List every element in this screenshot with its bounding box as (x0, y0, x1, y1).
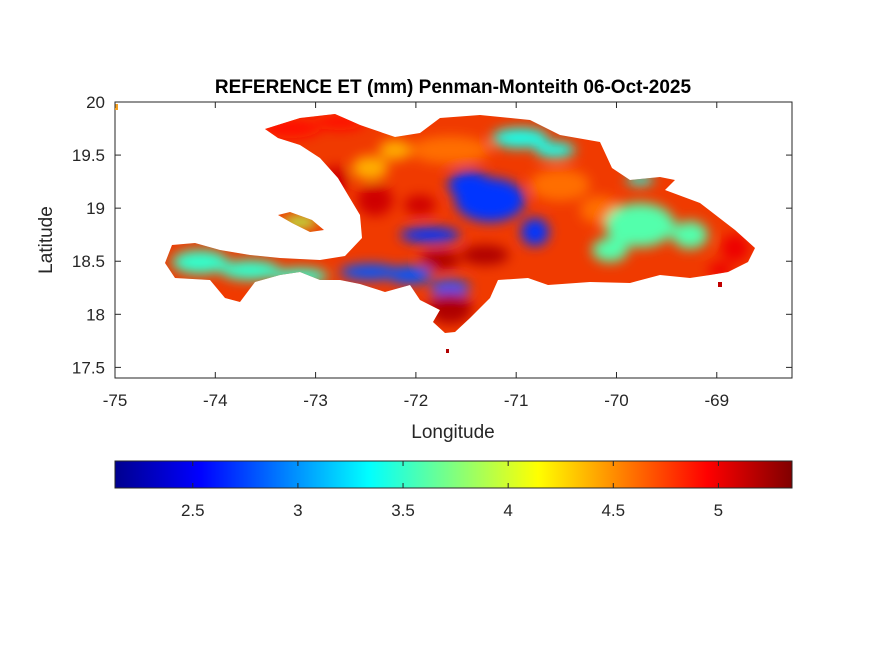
heatmap-region (461, 245, 509, 265)
y-tick-label: 19.5 (72, 146, 105, 165)
heatmap-region (220, 260, 280, 280)
x-tick-label: -71 (504, 391, 529, 410)
heatmap-region (721, 234, 749, 262)
heatmap-region (430, 280, 470, 296)
heatmap-region (420, 250, 460, 270)
y-axis: 17.5 18 18.5 19 19.5 20 (72, 93, 792, 377)
heatmap-region (448, 171, 492, 199)
colorbar-tick-label: 4 (503, 501, 512, 520)
heatmap-region (530, 169, 590, 201)
y-tick-label: 18.5 (72, 252, 105, 271)
southern-speck (446, 349, 449, 353)
x-axis: -75 -74 -73 -72 -71 -70 -69 (103, 102, 729, 410)
x-tick-label: -70 (604, 391, 629, 410)
heatmap-region (388, 266, 432, 284)
colorbar-ticks: 2.5 3 3.5 4 4.5 5 (181, 461, 723, 520)
heatmap-region (357, 184, 393, 216)
heatmap-region (605, 203, 675, 247)
y-tick-label: 17.5 (72, 358, 105, 377)
heatmap-region (379, 140, 411, 160)
heatmap-region (400, 227, 460, 243)
heatmap-region (410, 136, 490, 164)
heatmap-region (352, 156, 388, 180)
colorbar (114, 460, 793, 489)
colorbar-tick-label: 2.5 (181, 501, 205, 520)
y-axis-label: Latitude (36, 206, 57, 274)
y-tick-label: 20 (86, 93, 105, 112)
colorbar-tick-label: 5 (714, 501, 723, 520)
y-tick-label: 19 (86, 199, 105, 218)
heatmap-region (172, 250, 228, 274)
heatmap-region (521, 218, 549, 246)
x-tick-label: -72 (404, 391, 429, 410)
x-tick-label: -75 (103, 391, 128, 410)
eastern-speck (718, 282, 722, 287)
x-tick-label: -74 (203, 391, 228, 410)
y-tick-label: 18 (86, 305, 105, 324)
heatmap-region (672, 221, 708, 249)
heatmap-region (428, 292, 472, 324)
corner-speck (115, 104, 118, 110)
x-tick-label: -73 (303, 391, 328, 410)
chart-title: REFERENCE ET (mm) Penman-Monteith 06-Oct… (215, 77, 692, 98)
heatmap-region (340, 264, 400, 280)
x-tick-label: -69 (704, 391, 729, 410)
colorbar-tick-label: 3 (293, 501, 302, 520)
x-axis-label: Longitude (411, 422, 494, 443)
heatmap-region (492, 128, 548, 148)
heatmap-region (535, 142, 575, 158)
heatmap-region (404, 195, 436, 215)
colorbar-tick-label: 3.5 (391, 501, 415, 520)
colorbar-tick-label: 4.5 (601, 501, 625, 520)
heatmap-region (592, 238, 628, 262)
